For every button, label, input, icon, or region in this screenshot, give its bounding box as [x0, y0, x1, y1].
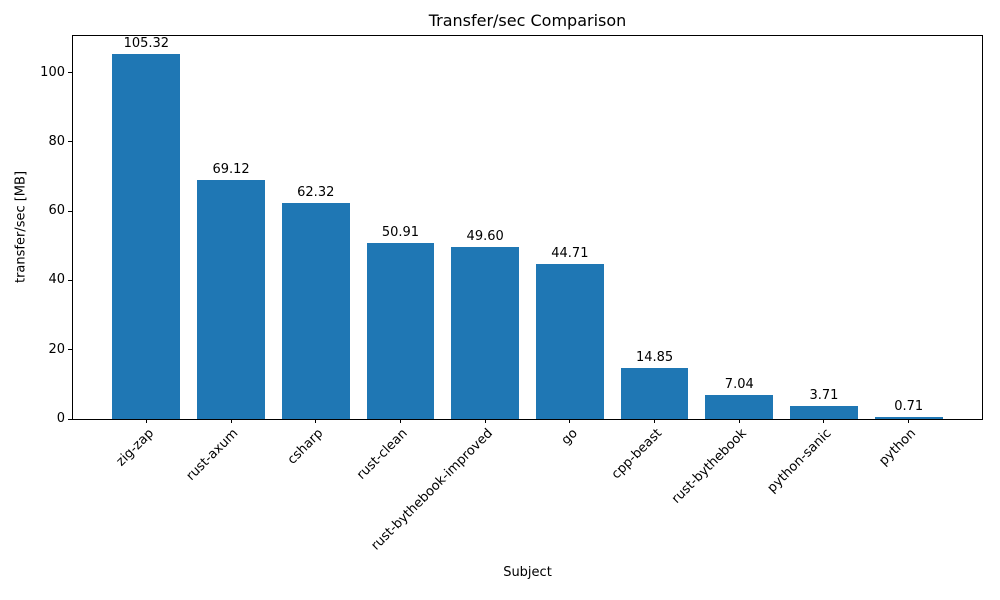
bar-value-label: 49.60 — [466, 229, 504, 245]
y-tick-mark — [68, 349, 72, 351]
x-tick-label: cpp-beast — [609, 426, 666, 483]
bar — [281, 203, 350, 419]
bar — [874, 416, 943, 419]
x-tick-mark — [569, 419, 571, 423]
x-axis-label: Subject — [503, 565, 552, 580]
bar-value-label: 14.85 — [635, 349, 674, 365]
bar — [790, 406, 858, 419]
y-axis: 0 20 40 60 80 100 — [40, 36, 982, 426]
x-tick-mark — [315, 419, 317, 423]
x-tick-label: csharp — [284, 426, 327, 468]
y-axis-label: transfer/sec [MB] — [13, 170, 29, 284]
x-tick-mark — [230, 419, 232, 423]
y-tick-label: 100 — [40, 64, 65, 80]
x-tick-label: go — [558, 426, 581, 449]
x-tick-label: rust-axum — [183, 426, 242, 484]
x-tick-mark — [399, 419, 401, 423]
chart-title: Transfer/sec Comparison — [428, 11, 627, 30]
bar-value-label: 69.12 — [212, 161, 250, 177]
y-tick-mark — [68, 141, 72, 143]
bar-slot: 105.32 zig-zap — [104, 36, 189, 469]
plot-area: 0 20 40 60 80 100 105.32 zig-zap 69.12 rust-axum… — [40, 35, 983, 553]
bar-slot: 44.71 go — [528, 36, 613, 448]
bar — [112, 54, 181, 419]
bar-value-label: 50.91 — [381, 224, 420, 240]
bar — [535, 264, 604, 419]
bar-value-label: 3.71 — [809, 388, 839, 404]
x-tick-label: rust-bythebook — [669, 426, 750, 507]
x-tick-mark — [654, 419, 656, 423]
y-tick-label: 0 — [56, 411, 65, 426]
bar-slot: 49.60 rust-bythebook-improved — [368, 36, 528, 553]
bar — [705, 394, 774, 419]
x-tick-label: python — [876, 426, 920, 469]
bar-value-label: 62.32 — [297, 185, 335, 201]
bar-value-label: 105.32 — [123, 36, 170, 52]
x-tick-label: zig-zap — [113, 426, 157, 470]
bar-slot: 7.04 rust-bythebook — [669, 36, 782, 507]
bar-slot: 3.71 python-sanic — [765, 36, 867, 496]
bar-value-label: 0.71 — [894, 398, 924, 414]
y-tick-mark — [68, 418, 72, 420]
y-tick-label: 40 — [48, 272, 65, 288]
bar-value-label: 7.04 — [724, 376, 754, 392]
y-tick-label: 20 — [48, 341, 65, 357]
bar — [366, 242, 435, 419]
x-tick-mark — [484, 419, 486, 423]
x-tick-mark — [145, 419, 147, 423]
bar-slot: 62.32 csharp — [273, 36, 358, 468]
y-tick-mark — [68, 279, 72, 281]
y-tick-label: 60 — [48, 203, 65, 219]
bar-value-label: 44.71 — [551, 246, 589, 262]
x-tick-mark — [823, 419, 825, 423]
bar — [451, 247, 520, 419]
bar-slot: 14.85 cpp-beast — [609, 36, 697, 482]
x-tick-label: python-sanic — [764, 426, 835, 496]
x-tick-mark — [908, 419, 910, 423]
x-tick-label: rust-clean — [354, 426, 412, 483]
y-tick-label: 80 — [48, 133, 65, 149]
x-tick-mark — [738, 419, 740, 423]
bar — [197, 179, 265, 419]
bar — [620, 367, 689, 419]
bar-slot: 69.12 rust-axum — [184, 36, 274, 484]
bar-slot: 50.91 rust-clean — [354, 36, 443, 483]
y-tick-mark — [68, 72, 72, 74]
y-tick-mark — [68, 210, 72, 212]
bar-slots: 105.32 zig-zap 69.12 rust-axum 62.32 csharp 50… — [73, 36, 982, 553]
bar-slot: 0.71 python — [866, 36, 951, 469]
